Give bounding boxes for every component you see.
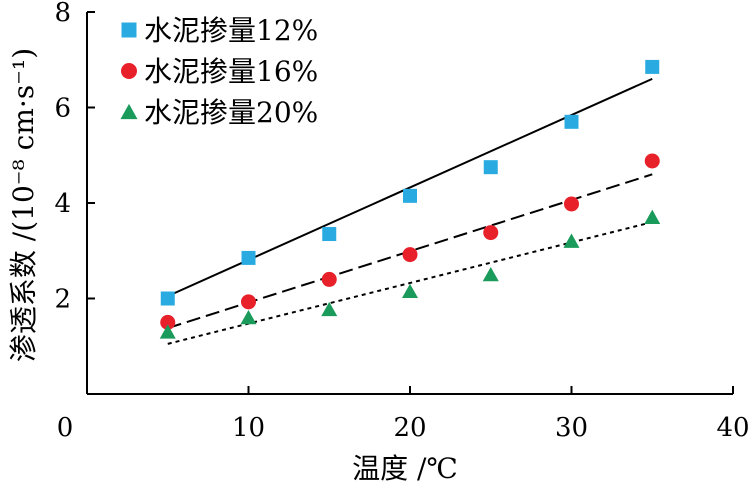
x-tick-label: 40	[716, 413, 749, 443]
x-tick-label: 20	[393, 413, 426, 443]
data-point-series-2	[644, 153, 660, 169]
data-point-series-1	[403, 188, 417, 203]
data-point-series-2	[241, 294, 256, 310]
data-point-series-1	[564, 114, 579, 129]
y-axis-ticks: 2 4 6 8	[54, 0, 95, 315]
y-tick-label: 2	[54, 285, 71, 315]
data-point-series-3	[321, 301, 338, 317]
data-point-series-1	[241, 250, 256, 265]
y-axis-label: 渗透系数 /(10⁻⁸ cm·s⁻¹)	[7, 48, 40, 362]
legend-marker-series-1	[121, 22, 137, 38]
data-point-series-3	[402, 283, 418, 298]
legend-label-series-2: 水泥掺量16%	[144, 55, 318, 88]
data-point-series-1	[645, 59, 660, 74]
data-point-series-2	[402, 247, 418, 263]
legend: 水泥掺量12% 水泥掺量16% 水泥掺量20%	[120, 14, 318, 129]
x-axis-ticks: 0 10 20 30 40	[57, 386, 750, 443]
data-point-series-2	[160, 314, 176, 330]
x-axis-label: 温度 /℃	[352, 452, 458, 485]
data-point-series-2	[321, 271, 337, 287]
legend-label-series-1: 水泥掺量12%	[144, 14, 318, 47]
legend-marker-series-3	[120, 103, 138, 120]
data-point-series-3	[563, 233, 580, 248]
y-tick-label: 8	[54, 0, 71, 28]
x-tick-label: 0	[57, 413, 74, 443]
data-point-series-2	[564, 196, 579, 212]
data-point-series-3	[644, 209, 661, 224]
x-tick-label: 30	[555, 413, 588, 443]
legend-label-series-3: 水泥掺量20%	[144, 96, 318, 129]
data-point-series-1	[160, 291, 175, 306]
data-point-series-3	[159, 324, 176, 339]
data-point-series-3	[240, 309, 257, 325]
legend-marker-series-2	[121, 63, 137, 79]
data-point-series-1	[483, 160, 498, 175]
data-point-series-1	[322, 227, 337, 242]
x-tick-label: 10	[232, 413, 265, 443]
fit-line-series-3	[167, 221, 653, 345]
data-point-series-3	[482, 266, 499, 282]
y-tick-label: 6	[54, 94, 71, 124]
data-points	[159, 59, 661, 339]
y-tick-label: 4	[54, 189, 71, 219]
data-point-series-2	[483, 225, 499, 241]
